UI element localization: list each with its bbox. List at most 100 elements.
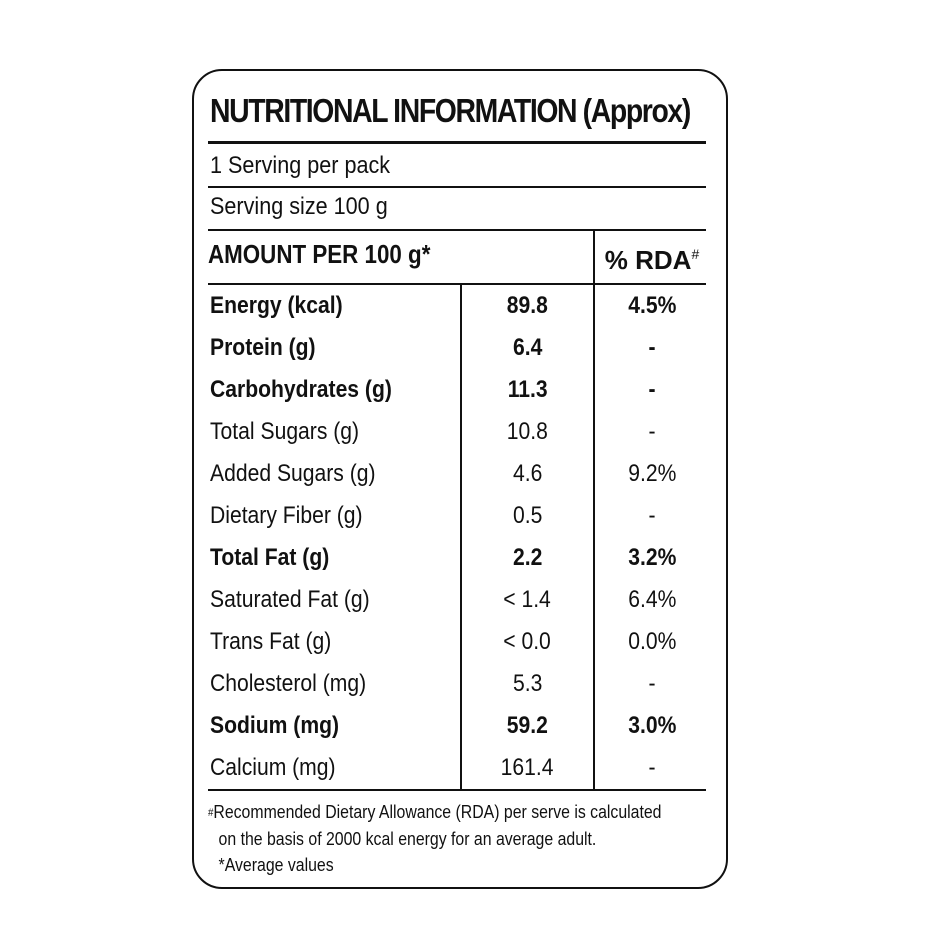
nutrient-row: Saturated Fat (g) < 1.4 6.4% bbox=[208, 579, 710, 621]
serving-divider bbox=[208, 186, 706, 188]
nutrient-amount: 11.3 bbox=[507, 376, 548, 403]
serving-size: Serving size 100 g bbox=[210, 193, 388, 220]
nutrient-rda: - bbox=[648, 754, 656, 781]
nutrient-amount: 10.8 bbox=[506, 418, 549, 445]
nutrient-amount: 0.5 bbox=[512, 502, 543, 529]
nutrient-amount-cell: 6.4 bbox=[461, 327, 594, 369]
nutrient-name: Calcium (mg) bbox=[210, 754, 336, 781]
nutrient-row: Protein (g) 6.4 - bbox=[208, 327, 710, 369]
nutrient-name: Dietary Fiber (g) bbox=[210, 502, 363, 529]
nutrient-rda-cell: 4.5% bbox=[594, 285, 710, 327]
nutrient-name-cell: Protein (g) bbox=[208, 327, 461, 369]
nutrient-row: Added Sugars (g) 4.6 9.2% bbox=[208, 453, 710, 495]
nutrient-name: Total Fat (g) bbox=[210, 544, 330, 571]
nutrient-name: Trans Fat (g) bbox=[210, 628, 332, 655]
nutrient-rda-cell: 6.4% bbox=[594, 579, 710, 621]
nutrient-row: Calcium (mg) 161.4 - bbox=[208, 747, 710, 789]
nutrient-amount: < 0.0 bbox=[503, 628, 552, 655]
nutrient-row: Sodium (mg) 59.2 3.0% bbox=[208, 705, 710, 747]
footnote-rda-text: Recommended Dietary Allowance (RDA) per … bbox=[213, 802, 662, 822]
nutrient-amount: 2.2 bbox=[512, 544, 543, 571]
amount-column-divider bbox=[460, 283, 462, 789]
nutrient-rda-cell: 0.0% bbox=[594, 621, 710, 663]
amount-per-header: AMOUNT PER 100 g* bbox=[208, 239, 431, 269]
nutrient-name: Sodium (mg) bbox=[210, 712, 340, 739]
servings-per-pack: 1 Serving per pack bbox=[210, 152, 391, 179]
nutrient-name-cell: Total Sugars (g) bbox=[208, 411, 461, 453]
nutrient-rda-cell: - bbox=[594, 327, 710, 369]
nutrient-rda-cell: - bbox=[594, 747, 710, 789]
nutrient-table-body: Energy (kcal) 89.8 4.5% Protein (g) 6.4- Carb… bbox=[208, 285, 710, 789]
footnote-line-1: #Recommended Dietary Allowance (RDA) per… bbox=[208, 799, 683, 826]
nutrient-name-cell: Carbohydrates (g) bbox=[208, 369, 461, 411]
nutrient-amount-cell: < 1.4 bbox=[461, 579, 594, 621]
nutrient-rda-cell: - bbox=[594, 369, 710, 411]
nutrient-amount: 89.8 bbox=[506, 292, 549, 319]
serving-size-divider bbox=[208, 229, 706, 231]
nutrient-name-cell: Added Sugars (g) bbox=[208, 453, 461, 495]
nutrient-rda: - bbox=[648, 334, 656, 361]
label-title: NUTRITIONAL INFORMATION (Approx) bbox=[210, 92, 691, 129]
footnote-average-values: *Average values bbox=[218, 855, 334, 875]
footnote-hash-mark: # bbox=[208, 807, 214, 819]
rda-header-label: % RDA bbox=[604, 245, 692, 275]
nutrient-rda: - bbox=[648, 670, 656, 697]
nutrient-row: Energy (kcal) 89.8 4.5% bbox=[208, 285, 710, 327]
nutrient-rda-cell: 9.2% bbox=[594, 453, 710, 495]
nutrient-table: Energy (kcal) 89.8 4.5% Protein (g) 6.4- Carb… bbox=[208, 285, 710, 789]
nutrient-name: Energy (kcal) bbox=[210, 292, 343, 319]
nutrient-amount: 6.4 bbox=[512, 334, 543, 361]
nutrient-name: Total Sugars (g) bbox=[210, 418, 360, 445]
nutrient-name: Protein (g) bbox=[210, 334, 316, 361]
nutrient-rda: 9.2% bbox=[627, 460, 677, 487]
nutrient-row: Total Sugars (g) 10.8 - bbox=[208, 411, 710, 453]
nutrient-rda-cell: - bbox=[594, 495, 710, 537]
nutrient-name-cell: Dietary Fiber (g) bbox=[208, 495, 461, 537]
nutrient-name-cell: Total Fat (g) bbox=[208, 537, 461, 579]
nutrient-name-cell: Sodium (mg) bbox=[208, 705, 461, 747]
nutrient-rda-cell: - bbox=[594, 663, 710, 705]
nutrient-amount-cell: 11.3 bbox=[461, 369, 594, 411]
nutrient-name-cell: Calcium (mg) bbox=[208, 747, 461, 789]
nutrient-amount-cell: 4.6 bbox=[461, 453, 594, 495]
nutrient-rda: 3.2% bbox=[627, 544, 677, 571]
nutrient-rda-cell: - bbox=[594, 411, 710, 453]
nutrient-rda: 6.4% bbox=[627, 586, 677, 613]
nutrient-rda: 4.5% bbox=[627, 292, 677, 319]
nutrient-row: Trans Fat (g) < 0.0 0.0% bbox=[208, 621, 710, 663]
nutrient-amount-cell: 2.2 bbox=[461, 537, 594, 579]
nutrient-rda-cell: 3.0% bbox=[594, 705, 710, 747]
nutrient-rda: 0.0% bbox=[627, 628, 677, 655]
nutrient-name: Added Sugars (g) bbox=[210, 460, 376, 487]
header-divider bbox=[208, 283, 706, 285]
nutrient-row: Carbohydrates (g) 11.3 - bbox=[208, 369, 710, 411]
nutrient-amount-cell: 59.2 bbox=[461, 705, 594, 747]
nutrient-rda: - bbox=[648, 418, 656, 445]
nutrient-name: Saturated Fat (g) bbox=[210, 586, 370, 613]
nutrient-amount-cell: < 0.0 bbox=[461, 621, 594, 663]
nutrient-amount: 161.4 bbox=[501, 754, 554, 781]
rda-header: % RDA# bbox=[594, 236, 710, 278]
title-divider bbox=[208, 141, 706, 144]
footnote-line-2: on the basis of 2000 kcal energy for an … bbox=[218, 829, 597, 849]
nutrient-amount: 4.6 bbox=[512, 460, 543, 487]
nutrient-name-cell: Trans Fat (g) bbox=[208, 621, 461, 663]
nutrient-amount: < 1.4 bbox=[503, 586, 552, 613]
nutrient-name-cell: Energy (kcal) bbox=[208, 285, 461, 327]
nutrient-amount-cell: 10.8 bbox=[461, 411, 594, 453]
rda-header-column-divider bbox=[593, 229, 595, 285]
nutrient-rda: 3.0% bbox=[627, 712, 677, 739]
rda-column-divider bbox=[593, 283, 595, 789]
rda-header-mark: # bbox=[691, 246, 700, 262]
nutrient-row: Total Fat (g) 2.2 3.2% bbox=[208, 537, 710, 579]
nutrient-rda-cell: 3.2% bbox=[594, 537, 710, 579]
nutrient-name-cell: Saturated Fat (g) bbox=[208, 579, 461, 621]
nutrient-rda: - bbox=[648, 502, 656, 529]
footnote: #Recommended Dietary Allowance (RDA) per… bbox=[208, 799, 683, 878]
nutrient-amount: 5.3 bbox=[512, 670, 543, 697]
nutrient-name-cell: Cholesterol (mg) bbox=[208, 663, 461, 705]
nutrient-rda: - bbox=[648, 376, 656, 403]
nutrient-name: Cholesterol (mg) bbox=[210, 670, 367, 697]
nutrient-name: Carbohydrates (g) bbox=[210, 376, 392, 403]
nutrition-label: NUTRITIONAL INFORMATION (Approx) 1 Servi… bbox=[192, 69, 728, 889]
